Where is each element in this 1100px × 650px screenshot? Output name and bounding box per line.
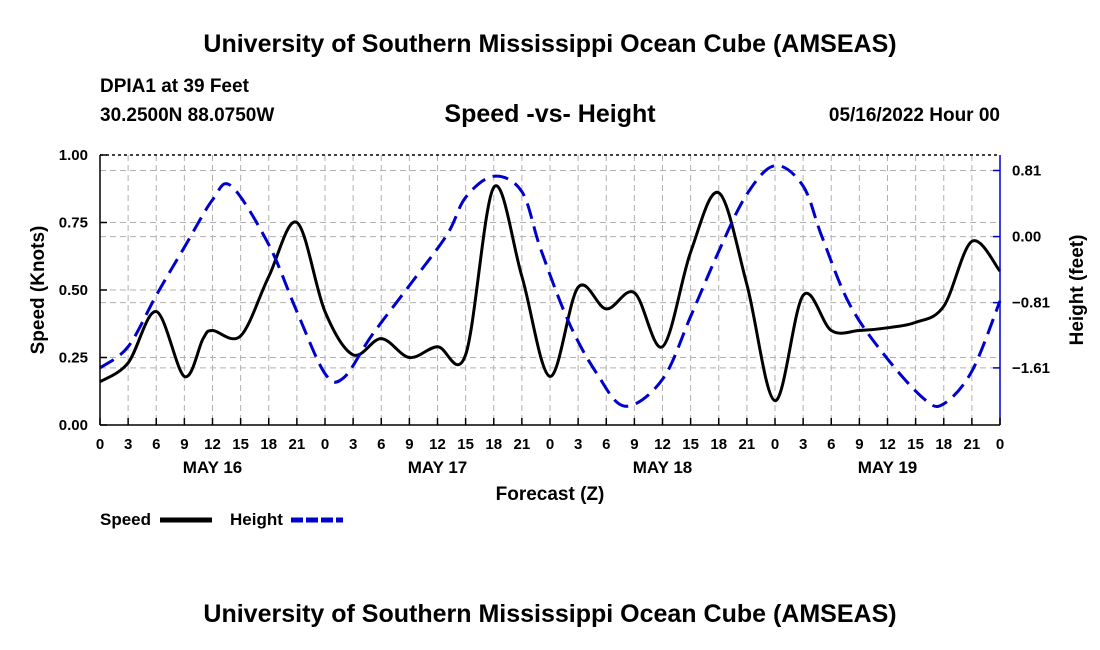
x-tick-label: 18	[710, 436, 727, 453]
x-tick-label: 3	[574, 436, 582, 453]
y-tick-label: 0.25	[59, 350, 88, 367]
series-height-line	[99, 164, 1002, 409]
x-tick-label: 3	[124, 436, 132, 453]
x-tick-label: 21	[514, 436, 531, 453]
y-right-tick-label: 0.81	[1012, 162, 1041, 179]
x-tick-label: 9	[855, 436, 863, 453]
x-tick-label: 9	[180, 436, 188, 453]
day-label: MAY 18	[633, 458, 693, 477]
page-title-top: University of Southern Mississippi Ocean…	[203, 30, 897, 58]
x-tick-label: 18	[260, 436, 277, 453]
chart-title: Speed -vs- Height	[444, 100, 656, 128]
x-tick-label: 6	[602, 436, 610, 453]
x-tick-label: 6	[377, 436, 385, 453]
x-tick-label: 12	[204, 436, 221, 453]
y-tick-label: 0.50	[59, 282, 88, 299]
x-tick-label: 0	[771, 436, 779, 453]
day-label: MAY 16	[183, 458, 243, 477]
x-tick-label: 9	[405, 436, 413, 453]
day-label: MAY 19	[858, 458, 918, 477]
x-tick-label: 9	[630, 436, 638, 453]
series-speed-line	[99, 184, 1002, 403]
x-tick-label: 12	[654, 436, 671, 453]
station-label: DPIA1 at 39 Feet	[100, 76, 249, 97]
x-tick-label: 15	[457, 436, 474, 453]
x-tick-label: 0	[321, 436, 329, 453]
x-tick-label: 18	[935, 436, 952, 453]
datetime-label: 05/16/2022 Hour 00	[828, 105, 1000, 126]
x-tick-label: 3	[799, 436, 807, 453]
coordinates-label: 30.2500N 88.0750W	[100, 105, 275, 126]
x-tick-label: 21	[289, 436, 306, 453]
x-tick-label: 12	[879, 436, 896, 453]
y-tick-label: 1.00	[59, 147, 88, 164]
legend-height-label: Height	[230, 510, 283, 529]
y-right-tick-label: 0.00	[1012, 229, 1041, 246]
x-tick-label: 21	[739, 436, 756, 453]
speed-height-chart: 0 3 6 9 12 15 18 21 0 3 6 9 12 15 18 21 0 3 6 9 12 15 18 21 0 3 6 9…	[28, 147, 1088, 529]
x-tick-label: 12	[429, 436, 446, 453]
x-tick-label: 0	[996, 436, 1004, 453]
legend-speed-label: Speed	[100, 510, 151, 529]
x-tick-label: 6	[152, 436, 160, 453]
y-right-tick-label: −1.61	[1012, 360, 1050, 377]
y-tick-label: 0.75	[59, 215, 88, 232]
y-right-axis-title: Height (feet)	[1067, 235, 1088, 346]
x-tick-label: 21	[964, 436, 981, 453]
x-tick-label: 0	[546, 436, 554, 453]
x-tick-label: 0	[96, 436, 104, 453]
x-tick-label: 15	[232, 436, 249, 453]
page-title-bottom: University of Southern Mississippi Ocean…	[203, 600, 897, 628]
y-axis-title: Speed (Knots)	[28, 226, 49, 355]
x-tick-label: 3	[349, 436, 357, 453]
x-tick-label: 15	[682, 436, 699, 453]
y-right-tick-label: −0.81	[1012, 295, 1050, 312]
day-label: MAY 17	[408, 458, 468, 477]
x-axis-title: Forecast (Z)	[496, 484, 605, 505]
y-tick-label: 0.00	[59, 417, 88, 434]
x-tick-label: 18	[485, 436, 502, 453]
x-tick-label: 6	[827, 436, 835, 453]
x-tick-label: 15	[907, 436, 924, 453]
